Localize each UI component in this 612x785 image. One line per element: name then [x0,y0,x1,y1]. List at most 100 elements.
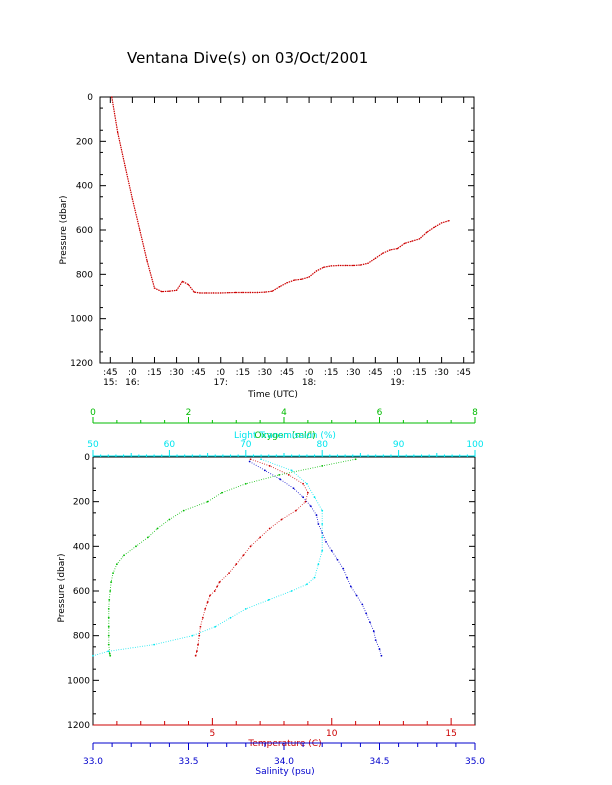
top-y-tick-label: 0 [87,93,93,103]
salinity-axis-tick-label: 34.0 [274,757,294,767]
top-x-tick-label: :30 [258,368,273,378]
page-title: Ventana Dive(s) on 03/Oct/2001 [127,49,369,67]
top-x-tick-label: :0 [216,368,225,378]
oxygen-profile-point [109,654,112,657]
oxygen-profile-point [135,545,137,548]
temperature-profile-point [249,458,252,461]
pressure-trace-point [359,264,362,266]
top-hour-label: 18: [302,378,316,388]
temperature-profile-point [302,482,304,485]
light-profile-point [191,634,194,637]
pressure-trace-point [440,222,443,224]
salinity-profile-point [365,612,368,615]
temperature-profile-point [194,654,197,657]
pressure-trace-point [168,290,170,292]
temperature-axis-tick-label: 10 [326,729,338,739]
light-profile-point [267,599,270,601]
top-y-tick-label: 200 [76,137,93,147]
salinity-profile-point [330,549,333,552]
temperature-profile-point [201,616,204,619]
oxygen-profile-point [182,509,185,512]
light-axis-tick-label: 60 [164,440,176,450]
pressure-time-chart: 0 200 400 600 800 1000 1200:45:0:15:30:45:0:15… [59,93,475,400]
light-axis-tick-label: 70 [240,440,252,450]
pressure-trace-point [131,198,134,200]
light-axis-tick-label: 80 [316,440,328,450]
oxygen-axis-label: Oxygen (ml/l) [254,431,315,441]
salinity-profile-point [292,487,295,490]
oxygen-profile-point [107,616,110,619]
oxygen-profile-point [156,527,159,530]
temperature-axis-tick-label: 15 [445,729,456,739]
pressure-trace-point [352,264,354,267]
salinity-axis-label: Salinity (psu) [255,767,314,777]
temperature-profile-point [295,509,297,512]
top-x-tick-label: :45 [456,368,470,378]
top-x-tick-label: :45 [368,368,382,378]
temperature-profile-line [195,458,309,656]
oxygen-profile-point [123,554,125,557]
oxygen-profile-point [168,518,171,521]
salinity-profile-point [355,594,358,597]
profile-chart: 0 200 400 600 800 1000 1200 Pressure (dbar) 0 2 4 6… [57,408,485,777]
salinity-profile-point [378,648,381,650]
oxygen-profile-point [206,500,209,503]
temperature-profile-point [195,650,198,653]
temperature-profile-point [218,581,221,583]
top-y-tick-label: 1200 [70,359,93,369]
top-y-axis-label: Pressure (dbar) [59,196,69,265]
pressure-trace-point [382,252,384,254]
salinity-profile-point [315,514,318,516]
temperature-profile-point [209,594,211,597]
top-hour-label: 16: [125,378,139,388]
top-y-tick-label: 400 [76,182,93,192]
pressure-trace-point [389,249,391,251]
top-x-tick-label: :45 [103,368,117,378]
light-axis-label: Light Transmission (%) [234,431,336,441]
oxygen-profile-point [278,473,281,476]
salinity-profile-point [264,469,266,472]
bottom-y-tick-label: 1200 [67,721,90,731]
oxygen-profile-point [112,572,114,575]
temperature-profile-point [206,601,209,604]
temperature-profile-point [259,536,262,539]
pressure-trace-point [139,229,141,231]
pressure-trace-point [345,264,347,267]
oxygen-profile-point [147,536,149,539]
bottom-y-axis-label: Pressure (dbar) [57,554,67,623]
salinity-profile-line [249,461,382,656]
top-x-axis-label: Time (UTC) [247,390,298,400]
bottom-y-tick-label: 600 [73,587,90,597]
temperature-profile-point [199,625,202,628]
top-y-tick-label: 800 [76,270,93,280]
top-plot-frame [99,96,475,364]
oxygen-profile-point [221,491,223,494]
pressure-trace-point [286,282,288,284]
salinity-profile-point [302,496,304,499]
oxygen-profile-line [108,458,356,656]
salinity-profile-point [372,630,375,633]
pressure-trace-point [293,279,296,281]
pressure-trace-point [315,270,318,272]
top-x-tick-label: :15 [236,368,250,378]
light-profile-point [214,625,217,628]
salinity-profile-point [380,654,383,657]
pressure-trace-point [124,165,126,167]
light-profile-point [313,576,316,579]
salinity-axis-tick-label: 33.0 [83,757,103,767]
pressure-trace-point [153,287,156,289]
salinity-profile-point [248,460,251,463]
light-axis-tick-label: 90 [393,440,405,450]
temperature-profile-point [213,590,216,592]
salinity-profile-point [349,585,352,588]
top-x-tick-label: :45 [280,368,294,378]
light-profile-point [321,536,324,539]
pressure-trace-point [367,262,369,264]
pressure-trace-point [249,291,251,294]
pressure-trace-point [426,231,428,233]
pressure-trace-point [264,291,266,293]
oxygen-profile-point [107,643,110,646]
top-x-tick-label: :30 [346,368,361,378]
pressure-trace-point [146,260,148,262]
salinity-profile-point [369,621,371,624]
